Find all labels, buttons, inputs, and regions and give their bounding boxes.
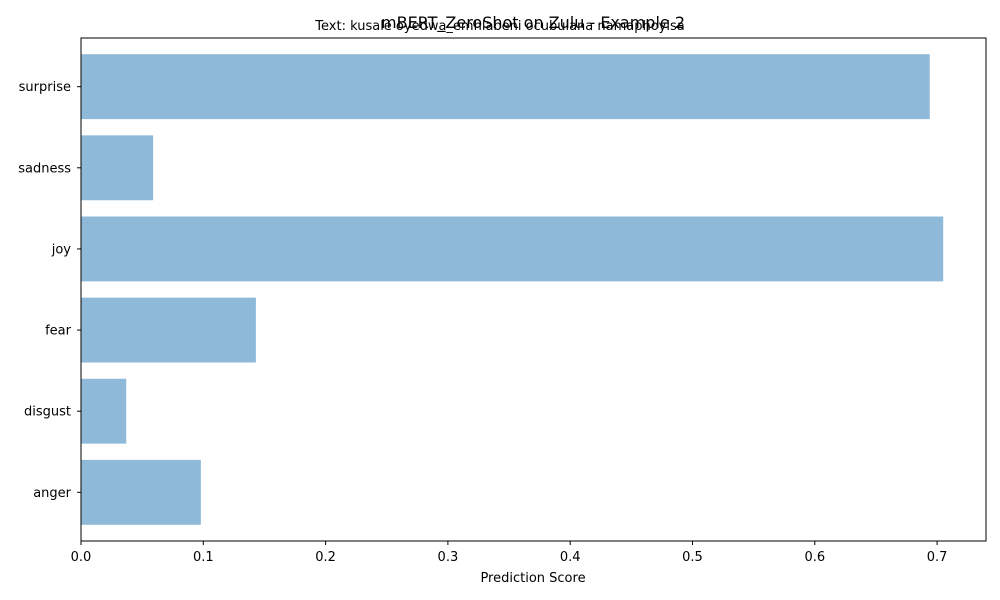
x-tick-label: 0.2 [315, 550, 336, 565]
x-tick-label: 0.4 [560, 550, 581, 565]
y-tick-group: anger disgust fear joy sadness surprise [18, 80, 81, 501]
x-tick-label: 0.5 [682, 550, 703, 565]
y-tick-label: joy [51, 242, 72, 257]
x-tick-label: 0.7 [927, 550, 948, 565]
x-axis-label: Prediction Score [480, 571, 585, 586]
bars-group [81, 54, 944, 525]
plot-frame [80, 37, 987, 542]
x-tick-label: 0.6 [804, 550, 825, 565]
y-tick-label: sadness [18, 161, 71, 176]
bar-joy [81, 216, 944, 282]
chart-title: mBERT_ZeroShot on Zulu - Example 2 [381, 13, 685, 33]
bar-fear [81, 297, 256, 363]
bar-disgust [81, 378, 127, 444]
x-tick-group: 0.0 0.1 0.2 0.3 0.4 0.5 0.6 0.7 [71, 541, 948, 565]
x-tick-label: 0.1 [193, 550, 214, 565]
x-tick-label: 0.0 [71, 550, 92, 565]
y-tick-label: surprise [19, 80, 71, 95]
y-tick-label: disgust [24, 405, 71, 420]
bar-sadness [81, 135, 154, 201]
bar-surprise [81, 54, 930, 120]
y-tick-label: anger [33, 486, 71, 501]
x-tick-label: 0.3 [438, 550, 459, 565]
y-tick-label: fear [45, 324, 72, 339]
chart-subtitle: Text: kusale oyedwa_emhlabeni ocubulana … [314, 19, 684, 34]
bar-anger [81, 459, 201, 525]
